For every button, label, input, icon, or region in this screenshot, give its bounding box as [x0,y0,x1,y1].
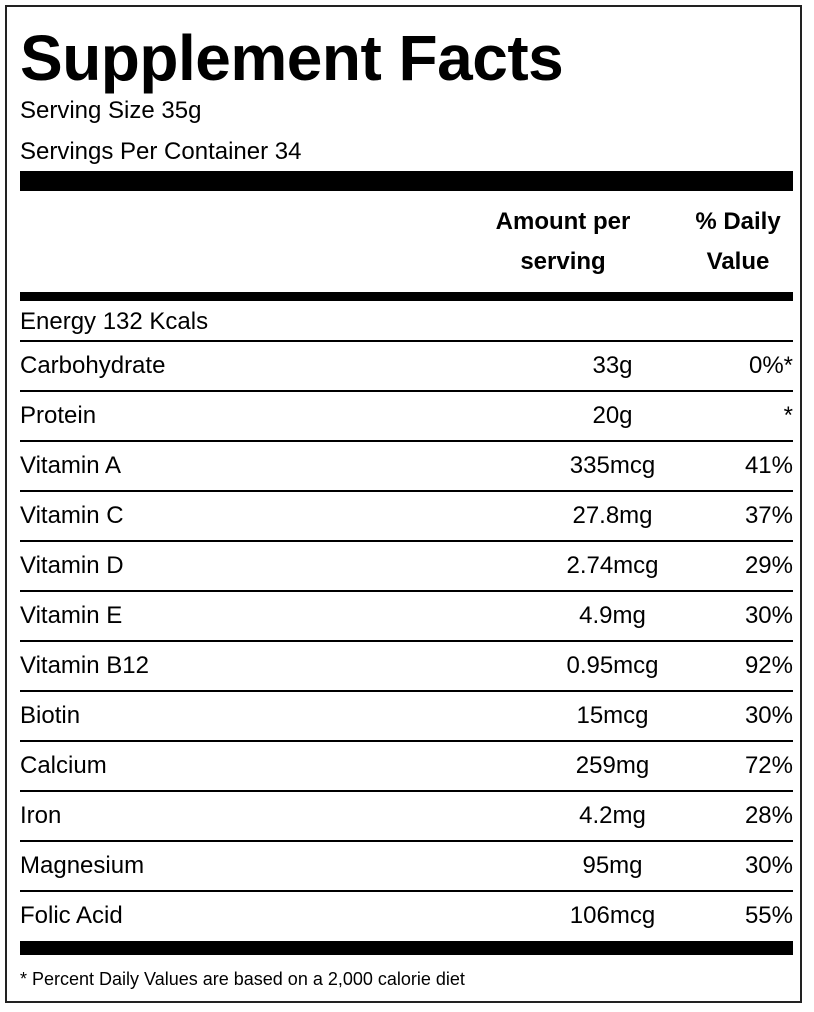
row-divider [20,790,793,792]
nutrient-name: Vitamin A [20,452,121,479]
amount: 20g [592,402,633,429]
nutrient-row: Magnesium 95mg 30% [20,841,793,891]
daily-value: 30% [744,602,793,629]
supplement-label: Supplement Facts Serving Size 35g Servin… [5,5,802,1003]
nutrient-name: Calcium [20,752,107,779]
amount: 33g [592,352,633,379]
daily-value: 41% [744,452,793,479]
amount-header: Amount per serving [495,208,631,275]
nutrient-name: Magnesium [20,852,145,879]
row-divider [20,390,793,392]
servings-per-container: Servings Per Container 34 [20,138,302,165]
daily-value: 28% [744,802,793,829]
energy: Energy 132 Kcals [20,308,209,335]
nutrient-row: Vitamin E 4.9mg 30% [20,591,793,641]
row-divider [20,690,793,692]
nutrient-row: Vitamin C 27.8mg 37% [20,491,793,541]
row-divider [20,640,793,642]
row-divider [20,590,793,592]
amount: 259mg [575,752,650,779]
nutrient-row: Calcium 259mg 72% [20,741,793,791]
nutrient-name: Vitamin C [20,502,124,529]
nutrient-row: Vitamin A 335mcg 41% [20,441,793,491]
nutrient-row: Biotin 15mcg 30% [20,691,793,741]
amount: 15mcg [576,702,649,729]
nutrient-name: Biotin [20,702,81,729]
nutrient-name: Vitamin D [20,552,124,579]
nutrient-name: Protein [20,402,97,429]
nutrient-name: Vitamin B12 [20,652,149,679]
row-divider [20,740,793,742]
daily-value: 72% [744,752,793,779]
medium-bar [20,292,793,301]
nutrient-name: Folic Acid [20,902,123,929]
row-divider [20,340,793,342]
amount: 4.2mg [579,802,646,829]
amount: 106mcg [569,902,656,929]
serving-size: Serving Size 35g [20,97,202,124]
amount: 95mg [582,852,643,879]
energy-row: Energy 132 Kcals [20,301,793,341]
row-divider [20,440,793,442]
title: Supplement Facts [20,22,564,94]
daily-value: 30% [744,852,793,879]
footnote: * Percent Daily Values are based on a 2,… [20,969,465,989]
row-divider [20,540,793,542]
amount: 27.8mg [572,502,653,529]
amount: 0.95mcg [566,652,659,679]
daily-value: * [783,402,793,429]
nutrient-row: Vitamin D 2.74mcg 29% [20,541,793,591]
nutrient-name: Carbohydrate [20,352,166,379]
thick-bar [20,941,793,955]
amount: 335mcg [569,452,656,479]
daily-value: 30% [744,702,793,729]
thick-bar [20,171,793,191]
row-divider [20,890,793,892]
daily-value: 55% [744,902,793,929]
daily-value: 92% [744,652,793,679]
nutrient-row: Carbohydrate 33g 0%* [20,341,793,391]
row-divider [20,490,793,492]
nutrient-row: Protein 20g * [20,391,793,441]
amount: 2.74mcg [566,552,659,579]
daily-value: 0%* [748,352,793,379]
daily-value: 37% [744,502,793,529]
daily-value-header: % Daily Value [695,208,781,275]
daily-value: 29% [744,552,793,579]
nutrient-name: Vitamin E [20,602,123,629]
nutrient-name: Iron [20,802,62,829]
amount: 4.9mg [579,602,646,629]
nutrient-row: Vitamin B12 0.95mcg 92% [20,641,793,691]
row-divider [20,840,793,842]
nutrient-row: Iron 4.2mg 28% [20,791,793,841]
nutrient-row: Folic Acid 106mcg 55% [20,891,793,941]
